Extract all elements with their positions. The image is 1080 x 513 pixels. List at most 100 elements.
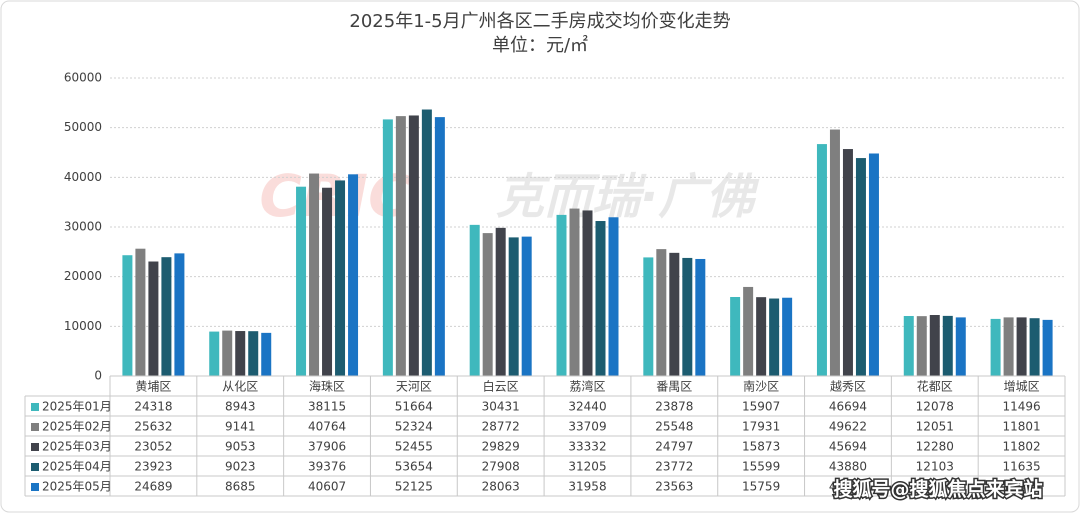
- bar: [556, 214, 567, 376]
- bar: [408, 115, 419, 376]
- table-value: 29829: [482, 440, 520, 454]
- bar: [816, 144, 827, 376]
- bar: [730, 296, 741, 376]
- watermark: 克而瑞·广佛: [496, 169, 760, 225]
- table-value: 9023: [225, 460, 256, 474]
- x-tick-label: 海珠区: [309, 379, 345, 394]
- y-tick-label: 50000: [64, 120, 102, 134]
- bar: [135, 248, 146, 376]
- table-value: 8685: [225, 480, 256, 494]
- bar: [868, 153, 879, 376]
- legend-label: 2025年04月: [42, 460, 112, 474]
- table-value: 38115: [308, 400, 346, 414]
- table-value: 28772: [482, 420, 520, 434]
- table-value: 15759: [742, 480, 780, 494]
- y-tick-label: 30000: [64, 220, 102, 234]
- legend-swatch: [31, 423, 39, 431]
- bar: [322, 187, 333, 376]
- table-value: 25632: [134, 420, 172, 434]
- table-value: 32440: [568, 400, 606, 414]
- bar: [161, 257, 172, 376]
- x-tick-label: 白云区: [483, 379, 519, 394]
- bar: [656, 249, 667, 376]
- table-value: 11801: [1002, 420, 1040, 434]
- table-value: 45694: [829, 440, 867, 454]
- bar: [595, 221, 606, 376]
- table-value: 11635: [1002, 460, 1040, 474]
- bar: [1003, 317, 1014, 376]
- y-tick-label: 10000: [64, 319, 102, 333]
- bar: [261, 332, 272, 376]
- bar: [348, 174, 359, 376]
- table-value: 23923: [134, 460, 172, 474]
- table-value: 11496: [1002, 400, 1040, 414]
- table-value: 17931: [742, 420, 780, 434]
- table-value: 24797: [655, 440, 693, 454]
- y-tick-label: 60000: [64, 71, 102, 85]
- table-value: 31205: [568, 460, 606, 474]
- table-value: 23772: [655, 460, 693, 474]
- bar: [209, 331, 220, 376]
- table-value: 24318: [134, 400, 172, 414]
- bar: [643, 257, 654, 376]
- x-tick-label: 天河区: [396, 380, 432, 394]
- bar: [248, 331, 259, 376]
- table-value: 15599: [742, 460, 780, 474]
- legend-swatch: [31, 463, 39, 471]
- bar: [335, 180, 346, 376]
- x-tick-label: 黄埔区: [135, 380, 171, 394]
- table-value: 52125: [395, 480, 433, 494]
- bar: [582, 210, 593, 376]
- bar: [990, 318, 1001, 376]
- bar: [669, 252, 680, 376]
- legend-swatch: [31, 403, 39, 411]
- table-value: 25548: [655, 420, 693, 434]
- x-tick-label: 从化区: [222, 380, 258, 394]
- table-value: 40607: [308, 480, 346, 494]
- table-value: 30431: [482, 400, 520, 414]
- table-value: 23878: [655, 400, 693, 414]
- table-value: 53654: [395, 460, 433, 474]
- bar: [1042, 319, 1053, 376]
- chart-title: 2025年1-5月广州各区二手房成交均价变化走势: [349, 11, 730, 32]
- table-value: 27908: [482, 460, 520, 474]
- bar: [309, 173, 320, 376]
- table-value: 49622: [829, 420, 867, 434]
- bar: [682, 257, 693, 376]
- bar: [122, 255, 133, 376]
- x-tick-label: 番禺区: [656, 380, 692, 394]
- table-value: 11300: [1002, 480, 1040, 494]
- bar: [929, 315, 940, 376]
- bar: [382, 119, 393, 376]
- bar: [235, 331, 246, 376]
- table-value: 31958: [568, 480, 606, 494]
- bar: [521, 236, 532, 376]
- table-value: 12078: [916, 400, 954, 414]
- legend-label: 2025年03月: [42, 440, 112, 454]
- table-value: 12103: [916, 460, 954, 474]
- x-tick-label: 越秀区: [830, 380, 866, 394]
- table-value: 11802: [1002, 440, 1040, 454]
- table-value: 37906: [308, 440, 346, 454]
- bar: [743, 286, 754, 376]
- source-watermark: 搜狐号@搜狐焦点来宾站: [833, 478, 1042, 501]
- bar: [569, 208, 580, 376]
- table-value: 11800: [916, 480, 954, 494]
- legend-label: 2025年02月: [42, 420, 112, 434]
- table-value: 39376: [308, 460, 346, 474]
- table-value: 9053: [225, 440, 256, 454]
- bar: [174, 253, 185, 376]
- bar: [469, 224, 480, 376]
- table-value: 15907: [742, 400, 780, 414]
- bar: [829, 129, 840, 376]
- bar: [942, 315, 953, 376]
- table-value: 52455: [395, 440, 433, 454]
- bar: [434, 117, 445, 377]
- bar: [421, 109, 432, 376]
- legend-label: 2025年05月: [42, 480, 112, 494]
- y-tick-label: 20000: [64, 269, 102, 283]
- x-tick-label: 增城区: [1004, 380, 1040, 394]
- bar: [608, 217, 619, 376]
- bar: [508, 237, 519, 376]
